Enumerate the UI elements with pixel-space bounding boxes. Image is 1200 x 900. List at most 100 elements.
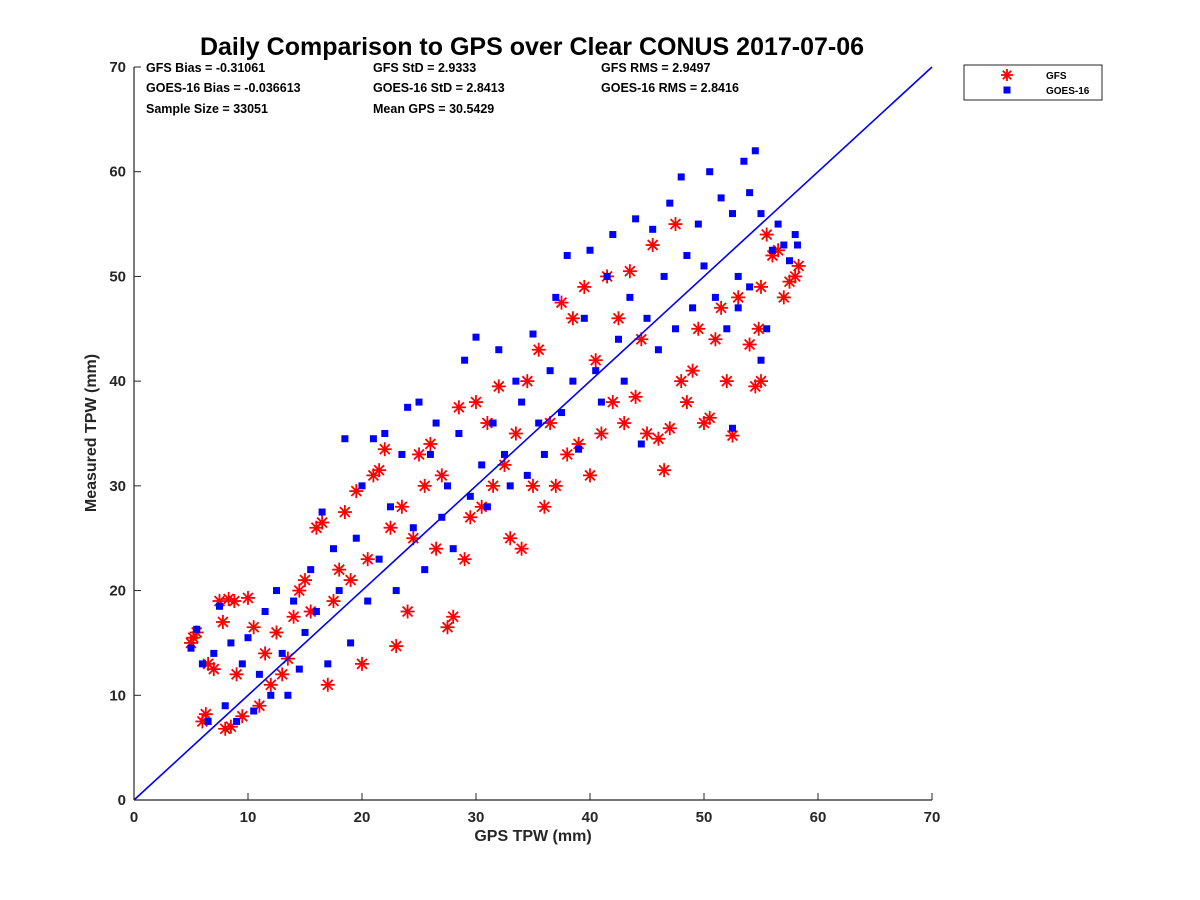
gfs-point <box>731 290 746 305</box>
stat-gfs-rms: GFS RMS = 2.9497 <box>601 61 710 75</box>
stat-gfs-bias: GFS Bias = -0.31061 <box>146 61 265 75</box>
gfs-point <box>292 583 307 598</box>
stats-block: GFS Bias = -0.31061 GFS StD = 2.9333 GFS… <box>146 61 739 116</box>
gfs-point <box>394 499 409 514</box>
gfs-point <box>377 442 392 457</box>
gfs-point <box>383 520 398 535</box>
x-axis-label: GPS TPW (mm) <box>474 828 591 845</box>
legend-goes16-marker-icon <box>1003 86 1011 94</box>
gfs-point <box>434 468 449 483</box>
goes16-point <box>444 482 451 490</box>
x-tick-label: 60 <box>810 809 827 826</box>
x-tick-label: 40 <box>582 809 599 826</box>
legend-goes16-square-icon <box>1003 86 1011 94</box>
x-tick-label: 0 <box>130 809 138 826</box>
goes16-point <box>632 215 640 223</box>
gfs-point <box>320 677 335 692</box>
gfs-point <box>577 279 592 294</box>
goes16-point <box>227 639 235 647</box>
goes16-point <box>729 424 736 432</box>
goes16-point <box>734 304 742 312</box>
goes16-point <box>763 325 771 333</box>
gfs-point <box>719 374 734 389</box>
gfs-point <box>776 290 791 305</box>
goes16-point <box>364 597 372 605</box>
gfs-point <box>326 594 341 609</box>
gfs-point <box>679 395 694 410</box>
y-tick-label: 40 <box>109 373 126 390</box>
legend-gfs-label: GFS <box>1046 71 1067 82</box>
goes16-point <box>649 225 657 233</box>
gfs-point <box>617 416 632 431</box>
gfs-point <box>708 332 723 347</box>
goes16-point <box>746 283 754 291</box>
goes16-point <box>250 707 258 715</box>
gfs-point <box>429 541 444 556</box>
gfs-point <box>491 379 506 394</box>
goes16-point <box>620 377 628 385</box>
x-tick-label: 20 <box>354 809 371 826</box>
stat-sample-size: Sample Size = 33051 <box>146 102 268 116</box>
goes16-point <box>518 398 526 406</box>
y-ticks: 0 10 20 30 40 50 60 70 <box>109 59 141 809</box>
gfs-point <box>691 321 706 336</box>
goes16-point <box>780 241 788 249</box>
goes16-point <box>210 649 218 657</box>
y-axis-label: Measured TPW (mm) <box>83 354 100 512</box>
goes16-point <box>558 409 565 417</box>
y-tick-label: 70 <box>109 59 126 76</box>
gfs-point <box>685 363 700 378</box>
gfs-point <box>206 662 221 677</box>
goes16-point <box>392 587 400 595</box>
goes16-point <box>677 173 685 181</box>
gfs-point <box>537 499 552 514</box>
goes16-point <box>472 333 480 341</box>
goes16-point <box>615 335 622 343</box>
legend-box <box>963 64 1103 101</box>
goes16-point <box>198 660 206 668</box>
goes16-point <box>466 492 474 500</box>
gfs-series <box>184 217 806 736</box>
goes16-point <box>290 597 298 605</box>
gfs-point <box>246 620 261 635</box>
goes16-point <box>793 241 801 249</box>
gfs-point <box>791 258 806 273</box>
goes16-point <box>301 628 309 636</box>
goes16-point <box>369 435 377 443</box>
goes16-point <box>740 157 748 165</box>
gfs-point <box>645 238 660 253</box>
y-tick-label: 0 <box>118 792 126 809</box>
goes16-point <box>512 377 520 385</box>
gfs-point <box>332 562 347 577</box>
legend-gfs-marker-icon <box>1001 69 1013 81</box>
y-tick-label: 20 <box>109 583 126 600</box>
y-tick-label: 50 <box>109 268 126 285</box>
goes16-point <box>312 608 320 616</box>
goes16-point <box>757 210 765 218</box>
goes16-point <box>552 293 560 301</box>
legend: GFS GOES-16 <box>963 64 1103 101</box>
goes16-point <box>603 272 611 280</box>
gfs-point <box>423 436 438 451</box>
goes16-point <box>672 325 679 333</box>
goes16-point <box>706 168 714 176</box>
goes16-point <box>330 545 337 553</box>
x-tick-label: 70 <box>924 809 941 826</box>
goes16-point <box>307 566 315 574</box>
goes16-point <box>335 587 343 595</box>
goes16-point <box>626 293 634 301</box>
gfs-point <box>662 421 677 436</box>
gfs-point <box>588 353 603 368</box>
goes16-point <box>233 717 241 725</box>
goes16-point <box>387 503 394 511</box>
goes16-point <box>261 608 269 616</box>
goes16-point <box>193 625 201 633</box>
goes16-point <box>426 450 434 458</box>
goes16-point <box>535 419 543 427</box>
gfs-point <box>241 590 255 605</box>
goes16-point <box>455 430 463 437</box>
x-tick-label: 10 <box>240 809 257 826</box>
goes16-point <box>700 262 708 270</box>
goes16-point <box>318 508 326 516</box>
